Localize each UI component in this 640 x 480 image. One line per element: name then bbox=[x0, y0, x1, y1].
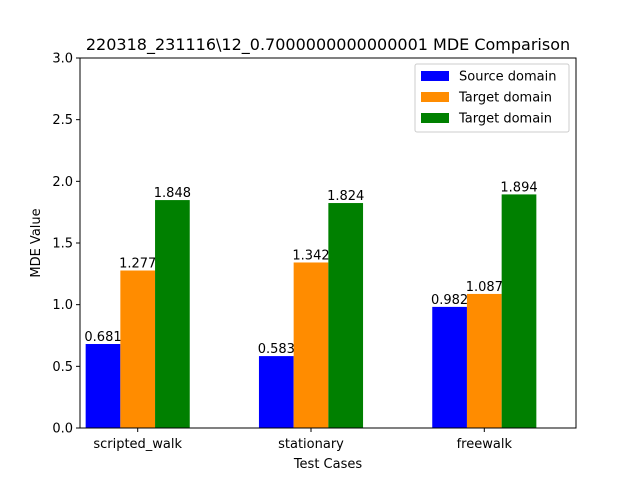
y-tick-label: 2.0 bbox=[52, 175, 73, 190]
y-axis-ticks: 0.0 0.5 1.0 1.5 2.0 2.5 3.0 bbox=[52, 52, 80, 437]
bar-value-label: 0.681 bbox=[84, 330, 121, 345]
bar bbox=[85, 344, 121, 428]
bar-value-label: 1.277 bbox=[119, 257, 156, 272]
legend-label: Source domain bbox=[459, 70, 556, 85]
bar-value-label: 1.087 bbox=[466, 280, 503, 295]
y-axis-label: MDE Value bbox=[29, 208, 44, 277]
y-tick-label: 3.0 bbox=[52, 52, 73, 67]
x-axis-label: Test Cases bbox=[293, 457, 363, 472]
bar bbox=[432, 306, 467, 428]
x-tick-label: freewalk bbox=[457, 437, 513, 452]
legend-swatch bbox=[421, 71, 449, 81]
bar-value-label: 1.894 bbox=[500, 180, 537, 195]
bar-value-label: 1.342 bbox=[292, 248, 329, 263]
bar-value-label: 0.583 bbox=[258, 342, 295, 357]
bar bbox=[466, 293, 502, 428]
bars-group bbox=[85, 194, 537, 428]
bar-value-label: 0.982 bbox=[431, 293, 468, 308]
bar bbox=[293, 262, 329, 428]
y-tick-label: 2.5 bbox=[52, 113, 73, 128]
bar bbox=[501, 194, 537, 428]
bar bbox=[258, 356, 294, 428]
legend: Source domain Target domain Target domain bbox=[414, 63, 570, 133]
bar-value-label: 1.848 bbox=[154, 186, 191, 201]
legend-box bbox=[414, 63, 570, 133]
bar bbox=[120, 270, 156, 428]
legend-label: Target domain bbox=[458, 91, 552, 106]
y-tick-label: 1.5 bbox=[52, 237, 73, 252]
plot-area-frame bbox=[79, 57, 577, 429]
y-tick-label: 1.0 bbox=[52, 298, 73, 313]
bar bbox=[155, 200, 190, 428]
legend-label: Target domain bbox=[458, 112, 552, 127]
x-tick-label: stationary bbox=[278, 437, 344, 452]
x-tick-label: scripted_walk bbox=[93, 437, 182, 452]
legend-swatch bbox=[421, 113, 449, 123]
bar-value-labels: 0.681 1.277 1.848 0.583 1.342 1.824 0.9821.087… bbox=[84, 180, 537, 357]
legend-swatch bbox=[421, 92, 449, 102]
bar bbox=[328, 203, 364, 428]
y-tick-label: 0.0 bbox=[52, 422, 73, 437]
y-tick-label: 0.5 bbox=[52, 360, 73, 375]
bar-value-label: 1.824 bbox=[327, 189, 364, 204]
chart-title: 220318_231116\12_0.7000000000000001 MDE … bbox=[86, 35, 570, 55]
x-axis-ticks: scripted_walk stationary freewalk bbox=[93, 428, 512, 452]
